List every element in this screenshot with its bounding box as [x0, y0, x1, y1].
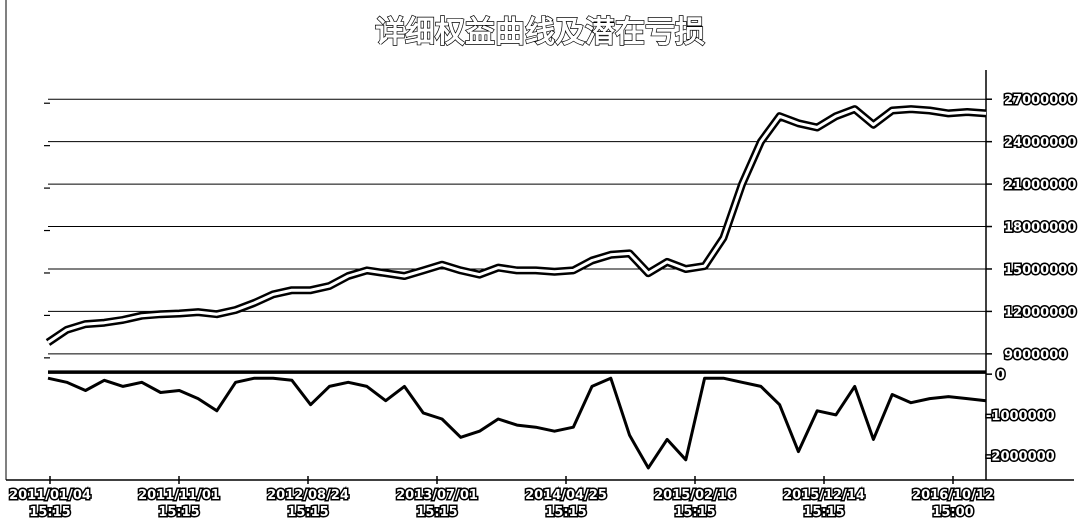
x-tick-label-date: 2015/12/14 — [783, 488, 865, 503]
equity-line — [47, 107, 987, 344]
equity-y-tick-label: 21000000 — [1004, 178, 1076, 193]
series-lines — [45, 105, 987, 470]
equity-y-tick-label: 12000000 — [1004, 305, 1076, 320]
axes — [5, 0, 1074, 484]
drawdown-y-tick-label: -2000000 — [986, 450, 1055, 465]
x-tick-label-time: 15:15 — [158, 505, 199, 520]
drawdown-y-tick-label: -1000000 — [986, 409, 1055, 424]
x-tick-label-time: 15:15 — [29, 505, 70, 520]
x-tick-label-time: 15:15 — [287, 505, 328, 520]
x-tick-label-time: 15:15 — [416, 505, 457, 520]
equity-y-tick-label: 24000000 — [1004, 136, 1076, 151]
drawdown-line — [47, 376, 987, 470]
x-tick-label-date: 2016/10/12 — [912, 488, 994, 503]
x-tick-label-time: 15:15 — [803, 505, 844, 520]
x-tick-label-date: 2011/11/01 — [138, 488, 220, 503]
chart-title: 详细权益曲线及潜在亏损 — [375, 15, 705, 50]
x-tick-label-date: 2012/08/24 — [267, 488, 349, 503]
x-tick-label-date: 2013/07/01 — [396, 488, 478, 503]
equity-y-tick-label: 18000000 — [1004, 221, 1076, 236]
equity-y-tick-label: 27000000 — [1004, 93, 1076, 108]
x-tick-label-date: 2011/01/04 — [9, 488, 91, 503]
equity-y-tick-label: 9000000 — [1004, 348, 1067, 363]
x-tick-label-date: 2015/02/16 — [654, 488, 736, 503]
x-tick-label-date: 2014/04/25 — [525, 488, 607, 503]
x-tick-label-time: 15:15 — [674, 505, 715, 520]
x-tick-label-time: 15:00 — [932, 505, 973, 520]
tick-labels: 9000000 12000000 15000000 18000000 21000000 2… — [8, 92, 1078, 522]
drawdown-y-tick-label: 0 — [996, 368, 1005, 383]
x-tick-label-time: 15:15 — [545, 505, 586, 520]
equity-y-tick-label: 15000000 — [1004, 263, 1076, 278]
